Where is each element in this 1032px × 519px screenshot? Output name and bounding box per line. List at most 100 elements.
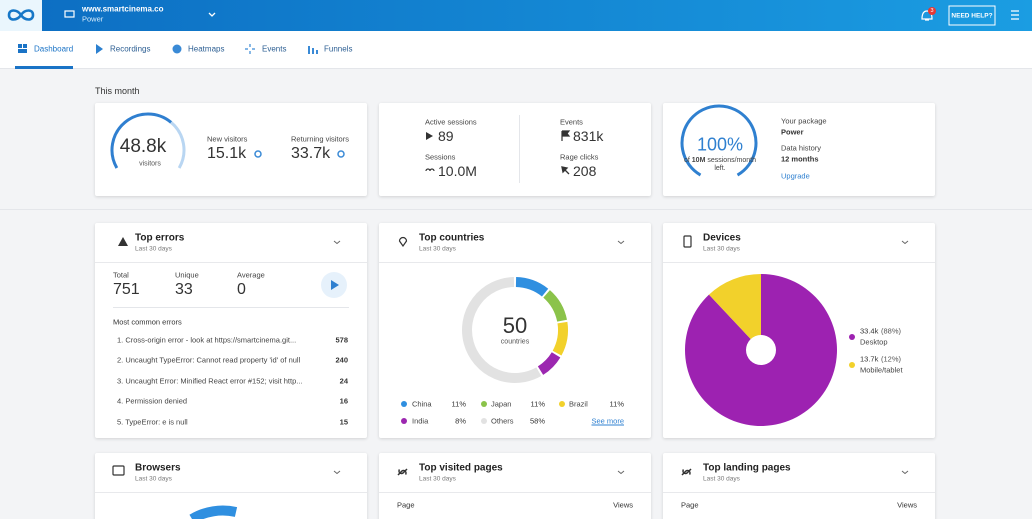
monitor-icon (64, 10, 75, 18)
nav-tab[interactable]: Dashboard (34, 44, 74, 54)
card-title: Top visited pages (419, 462, 503, 474)
sessions-value: 10.0M (438, 163, 477, 179)
visitors-label: visitors (139, 160, 161, 168)
collapse-toggle[interactable] (333, 240, 341, 245)
donut-segment (515, 277, 549, 297)
nav-tab[interactable]: Heatmaps (188, 44, 225, 54)
menu-button[interactable] (1011, 10, 1019, 20)
quota-gauge (680, 104, 758, 177)
notification-bell[interactable] (921, 10, 933, 21)
link-icon (397, 468, 408, 476)
legend-label: China (412, 399, 432, 409)
returning-visitors-label: Returning visitors (291, 134, 349, 144)
collapse-toggle[interactable] (901, 240, 909, 245)
nav-bar (0, 31, 1032, 69)
legend-value: (88%) (881, 326, 902, 336)
quota-part: sessions/month left. (707, 157, 756, 172)
help-button[interactable] (948, 5, 996, 26)
top-bar (0, 0, 1032, 31)
column-header: Views (613, 500, 633, 510)
card-divider (379, 492, 651, 493)
stat-label: Total (113, 270, 129, 280)
package-value: Power (781, 127, 804, 137)
stat-value: 33 (175, 281, 193, 298)
error-message: 5. TypeError: e is null (117, 417, 188, 427)
active-tab-underline (15, 66, 73, 69)
history-label: Data history (781, 143, 822, 153)
separator (0, 209, 1032, 210)
list-title: Most common errors (113, 317, 182, 327)
returning-visitors-value: 33.7k (291, 145, 331, 162)
new-visitors-label: New visitors (207, 134, 248, 144)
history-value: 12 months (781, 154, 819, 164)
legend-dot (849, 362, 855, 368)
nav-tab[interactable]: Recordings (110, 44, 151, 54)
donut-segment (543, 290, 567, 322)
link-icon (681, 468, 692, 476)
quota-percent: 100% (696, 134, 744, 155)
card-subtitle: Last 30 days (419, 245, 456, 253)
active-icon (426, 132, 433, 140)
column-header: Page (681, 500, 699, 510)
card-subtitle: Last 30 days (135, 245, 172, 253)
legend-dot (401, 401, 407, 407)
help-label[interactable]: NEED HELP? (951, 12, 993, 19)
legend-dot (559, 401, 565, 407)
error-message: 1. Cross-origin error - look at https://… (117, 335, 297, 345)
new-visitors-icon (254, 150, 262, 158)
stat-value: 751 (113, 281, 140, 298)
funnels-icon (308, 46, 318, 54)
badge-count: 3 (930, 8, 934, 14)
events-label: Events (560, 117, 583, 127)
upgrade-link[interactable]: Upgrade (781, 171, 810, 181)
collapse-toggle[interactable] (901, 470, 909, 475)
site-plan: Power (82, 14, 104, 24)
visitors-total: 48.8k (119, 136, 167, 157)
error-count: 16 (339, 396, 348, 406)
visitors-gauge (110, 112, 173, 169)
legend-label: Mobile/tablet (860, 365, 903, 375)
column-header: Page (397, 500, 415, 510)
pie-hole (746, 335, 776, 365)
events-icon (561, 130, 571, 141)
rage-clicks-label: Rage clicks (560, 152, 599, 162)
legend-label: India (412, 416, 429, 426)
legend-label: Brazil (569, 399, 588, 409)
rage-clicks-value: 208 (573, 163, 597, 179)
notification-badge (928, 7, 936, 15)
collapse-toggle[interactable] (617, 240, 625, 245)
card-title: Top errors (135, 232, 185, 244)
nav-tab[interactable]: Funnels (324, 44, 353, 54)
card (95, 223, 367, 438)
nav-tab[interactable]: Events (262, 44, 287, 54)
column-header: Views (897, 500, 917, 510)
collapse-toggle[interactable] (333, 470, 341, 475)
legend-dot (849, 334, 855, 340)
card (663, 453, 935, 519)
collapse-toggle[interactable] (617, 470, 625, 475)
quota-part: 10M (691, 157, 706, 164)
legend-count: 33.4k (860, 326, 879, 336)
browsers-chart-edge (189, 505, 238, 519)
dashboard-icon (18, 44, 22, 48)
card (379, 103, 651, 196)
card (663, 103, 935, 196)
site-dropdown[interactable] (208, 12, 216, 17)
package-label: Your package (781, 116, 827, 126)
sessions-icon (425, 168, 435, 172)
site-name: www.smartcinema.co (82, 4, 164, 14)
new-visitors-value: 15.1k (207, 145, 247, 162)
legend-value: 11% (451, 399, 466, 409)
pie-slice (708, 274, 761, 350)
legend-label: Japan (491, 399, 512, 409)
see-more-link[interactable]: See more (591, 416, 624, 426)
error-message: 3. Uncaught Error: Minified React error … (117, 376, 303, 386)
stat-label: Average (237, 270, 265, 280)
card-divider (379, 262, 651, 263)
legend-label: Others (491, 416, 514, 426)
dashboard-icon (23, 44, 27, 48)
donut-segment (462, 277, 542, 383)
logo (7, 9, 35, 21)
